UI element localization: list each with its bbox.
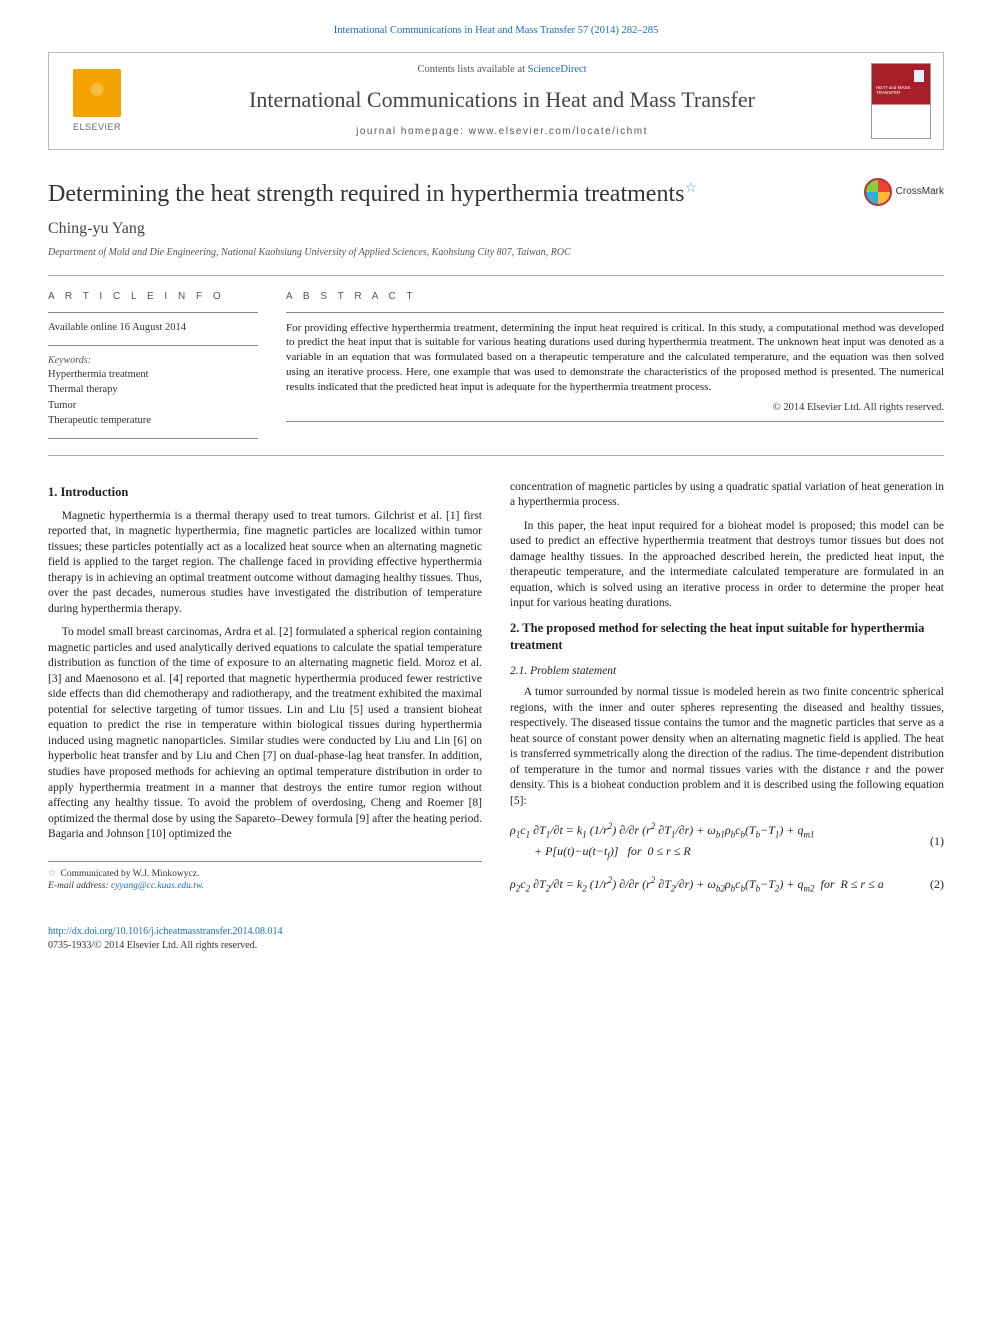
equation-body: ρ2c2 ∂T2/∂t = k2 (1/r2) ∂/∂r (r2 ∂T2/∂r)…	[510, 873, 918, 896]
body-paragraph: A tumor surrounded by normal tissue is m…	[510, 685, 944, 809]
publisher-logo: ELSEVIER	[61, 63, 133, 138]
email-line: E-mail address: cyyang@cc.kuas.edu.tw.	[48, 880, 482, 893]
homepage-line: journal homepage: www.elsevier.com/locat…	[147, 125, 857, 139]
crossmark-badge[interactable]: CrossMark	[864, 178, 944, 206]
abstract-copyright: © 2014 Elsevier Ltd. All rights reserved…	[286, 401, 944, 415]
crossmark-icon	[864, 178, 892, 206]
journal-name: International Communications in Heat and…	[147, 85, 857, 115]
top-citation[interactable]: International Communications in Heat and…	[48, 24, 944, 38]
body-paragraph: To model small breast carcinomas, Ardra …	[48, 625, 482, 842]
contents-prefix: Contents lists available at	[417, 64, 527, 75]
article-info-heading: A R T I C L E I N F O	[48, 290, 258, 304]
communicated-note: ☆ Communicated by W.J. Minkowycz.	[48, 868, 482, 881]
abstract-col: A B S T R A C T For providing effective …	[286, 290, 944, 447]
rule	[48, 455, 944, 456]
author-email[interactable]: cyyang@cc.kuas.edu.tw.	[111, 881, 204, 891]
equation-body: ρ1c1 ∂T1/∂t = k1 (1/r2) ∂/∂r (r2 ∂T1/∂r)…	[510, 819, 918, 863]
keyword: Hyperthermia treatment	[48, 368, 258, 382]
title-text: Determining the heat strength required i…	[48, 181, 684, 207]
doi-block: http://dx.doi.org/10.1016/j.icheatmasstr…	[48, 925, 944, 952]
availability-line: Available online 16 August 2014	[48, 321, 258, 335]
section-heading: 2. The proposed method for selecting the…	[510, 620, 944, 654]
body-paragraph: In this paper, the heat input required f…	[510, 519, 944, 612]
rule	[48, 438, 258, 439]
body-paragraph: Magnetic hyperthermia is a thermal thera…	[48, 509, 482, 618]
journal-cover-thumb: HEAT and MASS TRANSFER	[871, 63, 931, 138]
email-label: E-mail address:	[48, 881, 109, 891]
elsevier-tree-icon	[73, 69, 121, 117]
equation-number: (1)	[918, 833, 944, 849]
star-icon: ☆	[48, 868, 57, 881]
body-columns: 1. Introduction Magnetic hyperthermia is…	[48, 480, 944, 900]
rule	[286, 312, 944, 313]
rule	[48, 275, 944, 276]
subsection-heading: 2.1. Problem statement	[510, 664, 944, 680]
rule	[48, 312, 258, 313]
title-row: Determining the heat strength required i…	[48, 178, 944, 210]
communicated-text: Communicated by W.J. Minkowycz.	[61, 868, 200, 881]
equation-number: (2)	[918, 876, 944, 892]
keyword: Thermal therapy	[48, 383, 258, 397]
crossmark-label: CrossMark	[896, 185, 944, 199]
doi-link[interactable]: http://dx.doi.org/10.1016/j.icheatmasstr…	[48, 926, 283, 937]
rule	[286, 421, 944, 422]
author-name: Ching-yu Yang	[48, 218, 944, 240]
body-paragraph: concentration of magnetic particles by u…	[510, 480, 944, 511]
publisher-brand: ELSEVIER	[73, 121, 121, 133]
header-center: Contents lists available at ScienceDirec…	[147, 63, 857, 138]
homepage-label: journal homepage:	[356, 126, 469, 137]
paper-title: Determining the heat strength required i…	[48, 178, 864, 210]
section-heading: 1. Introduction	[48, 484, 482, 501]
rule	[48, 345, 258, 346]
homepage-url[interactable]: www.elsevier.com/locate/ichmt	[469, 126, 648, 137]
article-info-col: A R T I C L E I N F O Available online 1…	[48, 290, 258, 447]
contents-line: Contents lists available at ScienceDirec…	[147, 63, 857, 77]
journal-header: ELSEVIER Contents lists available at Sci…	[48, 52, 944, 149]
title-footnote-star-icon: ☆	[684, 181, 697, 196]
equation-1: ρ1c1 ∂T1/∂t = k1 (1/r2) ∂/∂r (r2 ∂T1/∂r)…	[510, 819, 944, 863]
cover-caption: HEAT and MASS TRANSFER	[876, 86, 926, 96]
footnote-block: ☆ Communicated by W.J. Minkowycz. E-mail…	[48, 861, 482, 894]
sciencedirect-link[interactable]: ScienceDirect	[528, 64, 587, 75]
info-abstract-row: A R T I C L E I N F O Available online 1…	[48, 290, 944, 447]
issn-copyright: 0735-1933/© 2014 Elsevier Ltd. All right…	[48, 940, 257, 951]
keywords-label: Keywords:	[48, 354, 258, 368]
author-affiliation: Department of Mold and Die Engineering, …	[48, 246, 944, 260]
keywords-list: Hyperthermia treatment Thermal therapy T…	[48, 368, 258, 428]
abstract-text: For providing effective hyperthermia tre…	[286, 321, 944, 395]
abstract-heading: A B S T R A C T	[286, 290, 944, 304]
keyword: Therapeutic temperature	[48, 414, 258, 428]
keyword: Tumor	[48, 399, 258, 413]
equation-2: ρ2c2 ∂T2/∂t = k2 (1/r2) ∂/∂r (r2 ∂T2/∂r)…	[510, 873, 944, 896]
